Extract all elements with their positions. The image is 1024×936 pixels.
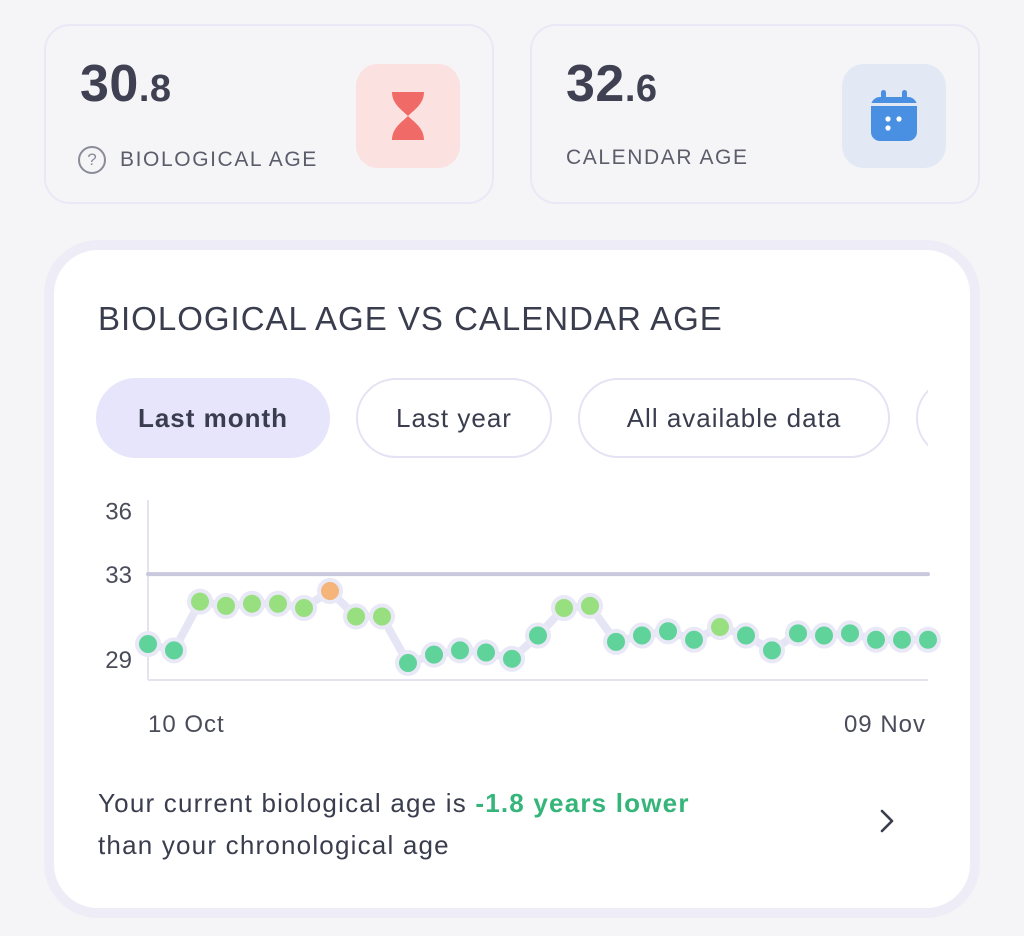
data-point[interactable] <box>135 631 161 657</box>
data-point[interactable] <box>629 622 655 649</box>
data-point[interactable] <box>369 603 395 630</box>
age-comparison-card: BIOLOGICAL AGE VS CALENDAR AGE Last mont… <box>54 250 970 908</box>
biological-age-label: BIOLOGICAL AGE <box>120 148 318 171</box>
data-point[interactable] <box>681 626 707 653</box>
data-point[interactable] <box>265 590 291 617</box>
data-point[interactable] <box>915 626 941 653</box>
tab-last-year[interactable]: Last year <box>356 378 552 458</box>
calendar-tile <box>842 64 946 168</box>
data-point[interactable] <box>603 628 629 655</box>
time-range-tabs: Last month Last year All available data <box>96 378 928 462</box>
calendar-age-integer: 32 <box>566 55 625 113</box>
age-line-chart: 29 33 36 10 Oct 09 Nov <box>105 499 941 738</box>
x-tick-label-end: 09 Nov <box>844 711 926 738</box>
biological-age-integer: 30 <box>80 55 139 113</box>
data-point[interactable] <box>421 641 447 668</box>
data-point[interactable] <box>213 592 239 619</box>
data-point[interactable] <box>291 595 317 621</box>
data-point[interactable] <box>239 590 265 617</box>
age-summary: Your current biological age is -1.8 year… <box>98 782 818 866</box>
data-point[interactable] <box>161 637 187 664</box>
data-point[interactable] <box>525 622 551 649</box>
hourglass-icon <box>392 92 424 140</box>
data-point[interactable] <box>551 595 577 621</box>
calendar-age-label: CALENDAR AGE <box>566 146 749 169</box>
chart-title: BIOLOGICAL AGE VS CALENDAR AGE <box>98 300 723 337</box>
data-point[interactable] <box>187 588 213 615</box>
summary-suffix: than your chronological age <box>98 830 450 860</box>
summary-highlight: -1.8 years lower <box>475 788 690 818</box>
data-point[interactable] <box>707 614 733 641</box>
calendar-age-card[interactable]: 32.6 CALENDAR AGE <box>530 24 980 204</box>
biological-age-card[interactable]: 30.8 ? BIOLOGICAL AGE <box>44 24 494 204</box>
y-tick-label: 29 <box>105 647 132 674</box>
calendar-age-value: 32.6 <box>566 54 658 114</box>
data-point[interactable] <box>837 620 863 647</box>
tab-all-available-data[interactable]: All available data <box>578 378 890 458</box>
data-point[interactable] <box>343 603 369 630</box>
biological-age-label-row: ? BIOLOGICAL AGE <box>78 146 318 174</box>
data-point[interactable] <box>395 650 421 677</box>
data-point[interactable] <box>499 645 525 672</box>
y-tick-label: 33 <box>105 562 132 589</box>
data-point[interactable] <box>889 626 915 653</box>
biological-age-decimal: .8 <box>138 68 172 110</box>
x-tick-label-start: 10 Oct <box>148 711 225 738</box>
chevron-right-icon[interactable] <box>876 808 898 834</box>
help-icon[interactable]: ? <box>78 146 106 174</box>
data-point[interactable] <box>733 622 759 649</box>
hourglass-tile <box>356 64 460 168</box>
data-point[interactable] <box>577 592 603 619</box>
summary-prefix: Your current biological age is <box>98 788 476 818</box>
y-tick-label: 36 <box>105 499 132 526</box>
data-point[interactable] <box>759 637 785 664</box>
tab-last-month[interactable]: Last month <box>96 378 330 458</box>
data-point[interactable] <box>473 639 499 666</box>
data-point[interactable] <box>863 626 889 653</box>
calendar-age-decimal: .6 <box>624 68 658 110</box>
calendar-icon <box>871 90 917 141</box>
data-point[interactable] <box>655 618 681 645</box>
data-point[interactable] <box>317 578 343 605</box>
data-point[interactable] <box>785 620 811 647</box>
data-point[interactable] <box>811 622 837 649</box>
biological-age-value: 30.8 <box>80 54 172 114</box>
data-point[interactable] <box>447 637 473 664</box>
